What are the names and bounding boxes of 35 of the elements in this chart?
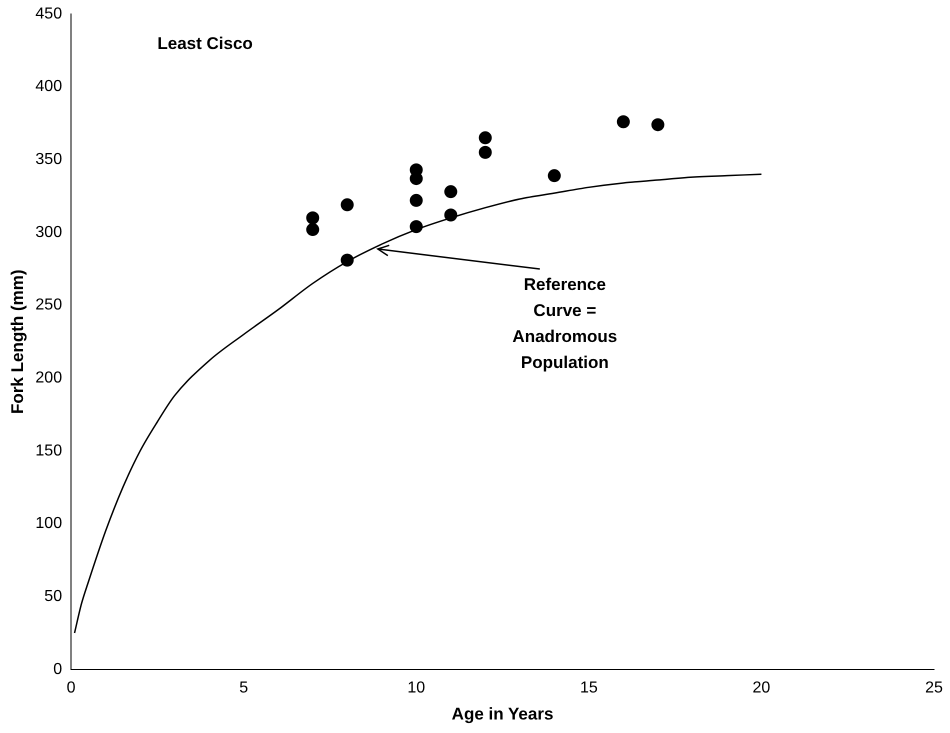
point: [478, 146, 492, 159]
y-tick-label: 200: [35, 370, 62, 387]
x-tick-label: 25: [925, 679, 943, 696]
y-tick-label: 100: [35, 515, 62, 532]
y-tick-label: 250: [35, 296, 62, 314]
point: [548, 169, 561, 182]
annotation: Reference Curve = Anadromous Population: [512, 275, 618, 372]
point: [306, 223, 320, 236]
point: [651, 118, 664, 132]
x-tick-label: 20: [752, 679, 770, 696]
y-tick-label: 300: [35, 224, 62, 241]
point: [616, 115, 630, 128]
text: Least Cisco: [157, 34, 253, 54]
x-tick-label: 15: [580, 679, 598, 696]
y-tick-label: 0: [53, 660, 62, 678]
point: [444, 208, 458, 222]
y-tick-label: 450: [35, 5, 62, 22]
line-series: [74, 173, 762, 634]
x-axis-title: Age in Years: [452, 704, 554, 724]
y-tick-label: 400: [35, 78, 62, 96]
point: [410, 220, 423, 234]
point: [444, 185, 458, 198]
point: [340, 198, 354, 212]
point: [306, 211, 320, 224]
point: [340, 254, 354, 267]
x-tick-label: 0: [66, 679, 76, 696]
x-tick-label: 5: [239, 679, 248, 696]
x-tick-label: 10: [407, 679, 426, 696]
point: [478, 131, 492, 144]
y-axis-title: Fork Length (mm): [8, 269, 27, 414]
y-tick-label: 150: [35, 442, 62, 460]
point: [410, 194, 423, 207]
y-tick-label: 350: [35, 151, 62, 168]
y-tick-label: 50: [44, 588, 62, 605]
point: [410, 172, 423, 186]
